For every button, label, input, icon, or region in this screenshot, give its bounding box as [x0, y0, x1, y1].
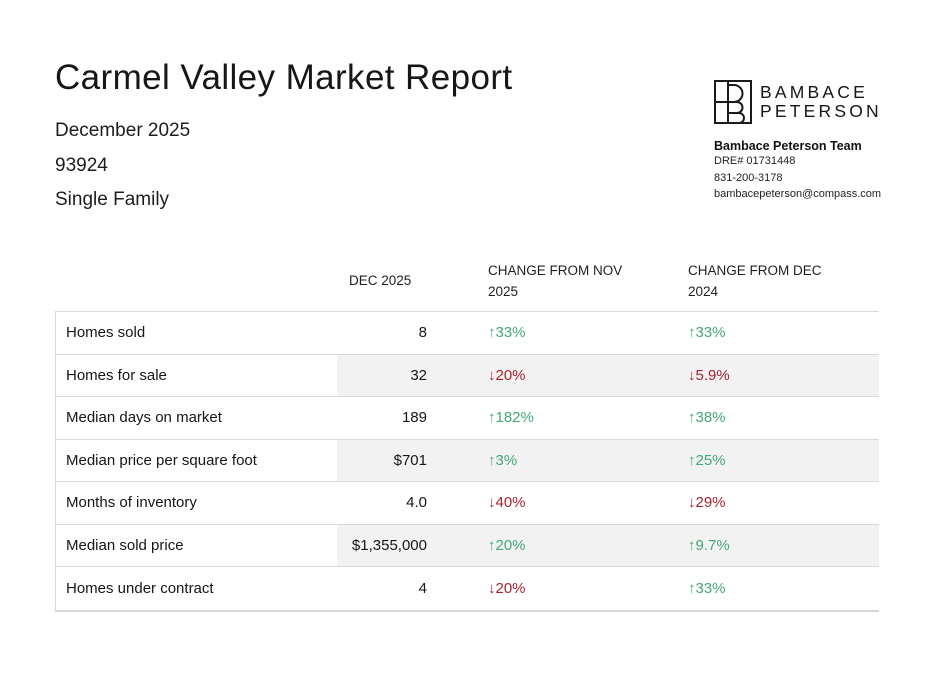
change-value: ↑9.7%	[688, 536, 730, 554]
change-from-nov-cell: ↓20%	[457, 567, 657, 610]
change-from-dec-cell: ↓29%	[657, 482, 879, 524]
change-from-dec-cell: ↑9.7%	[657, 524, 879, 566]
change-from-nov-cell: ↑182%	[457, 397, 657, 439]
row-value: 4.0	[406, 494, 427, 512]
table-row: Median sold price $1,355,000 ↑20% ↑9.7%	[56, 524, 879, 567]
header-change-from-nov-text: CHANGE FROM NOV 2025	[488, 262, 623, 299]
change-value: ↓40%	[488, 494, 526, 512]
change-value: ↓5.9%	[688, 366, 730, 384]
team-name: Bambace Peterson Team	[714, 139, 862, 153]
change-value: ↑33%	[688, 579, 726, 597]
brand-logo: BAMBACE PETERSON	[714, 80, 894, 124]
title-block: Carmel Valley Market Report December 202…	[55, 56, 513, 218]
change-value: ↓20%	[488, 366, 526, 384]
change-value: ↓20%	[488, 579, 526, 597]
change-from-nov-cell: ↑3%	[457, 439, 657, 481]
table-header-row: DEC 2025 CHANGE FROM NOV 2025 CHANGE FRO…	[55, 250, 879, 311]
row-value: $701	[337, 439, 457, 481]
change-from-nov-cell: ↓40%	[457, 482, 657, 524]
report-subtitles: December 2025 93924 Single Family	[55, 114, 513, 218]
change-value: ↑20%	[488, 536, 526, 554]
change-value: ↑33%	[688, 324, 726, 342]
change-value: ↑182%	[488, 409, 534, 427]
change-from-dec-cell: ↑33%	[657, 567, 879, 610]
header-current-month: DEC 2025	[349, 273, 412, 288]
table-body: Homes sold 8 ↑33% ↑33% Homes for sale 32…	[55, 311, 879, 612]
report-zip-code: 93924	[55, 154, 108, 176]
change-from-dec-cell: ↑25%	[657, 439, 879, 481]
row-label: Homes sold	[66, 324, 146, 342]
table-row: Months of inventory 4.0 ↓40% ↓29%	[56, 482, 879, 525]
brand-wordmark: BAMBACE PETERSON	[760, 81, 882, 122]
table-row: Median days on market 189 ↑182% ↑38%	[56, 397, 879, 440]
row-label: Months of inventory	[66, 494, 197, 512]
row-label: Homes for sale	[66, 366, 167, 384]
market-stats-table: DEC 2025 CHANGE FROM NOV 2025 CHANGE FRO…	[55, 250, 879, 612]
row-value: 189	[401, 409, 427, 427]
table-row: Homes sold 8 ↑33% ↑33%	[56, 312, 879, 355]
row-value: 4	[418, 579, 427, 597]
report-property-type: Single Family	[55, 189, 170, 210]
row-label: Median sold price	[66, 536, 184, 554]
header-change-from-dec-text: CHANGE FROM DEC 2024	[688, 262, 822, 299]
phone-number: 831-200-3178	[714, 171, 783, 184]
change-value: ↓29%	[688, 494, 726, 512]
change-from-dec-cell: ↑38%	[657, 397, 879, 439]
page-title: Carmel Valley Market Report	[55, 58, 513, 97]
header-change-from-nov: CHANGE FROM NOV 2025	[457, 260, 657, 302]
change-from-nov-cell: ↑20%	[457, 524, 657, 566]
row-value: 8	[418, 324, 427, 342]
change-from-nov-cell: ↑33%	[457, 312, 657, 354]
change-from-dec-cell: ↓5.9%	[657, 354, 879, 396]
change-value: ↑25%	[688, 451, 726, 469]
change-value: ↑33%	[488, 324, 526, 342]
table-row: Homes under contract 4 ↓20% ↑33%	[56, 567, 879, 610]
table-row: Homes for sale 32 ↓20% ↓5.9%	[56, 354, 879, 397]
dre-number: DRE# 01731448	[714, 155, 796, 167]
row-value: 32	[337, 354, 457, 396]
change-from-dec-cell: ↑33%	[657, 312, 879, 354]
email-address: bambacepeterson@compass.com	[714, 188, 882, 200]
header-change-from-dec: CHANGE FROM DEC 2024	[657, 260, 879, 302]
change-value: ↑38%	[688, 409, 726, 427]
row-label: Median price per square foot	[66, 451, 257, 469]
change-from-nov-cell: ↓20%	[457, 354, 657, 396]
report-period: December 2025	[55, 120, 191, 141]
wordmark-line-1: BAMBACE	[760, 81, 868, 102]
change-value: ↑3%	[488, 451, 518, 469]
row-label: Median days on market	[66, 409, 222, 427]
wordmark-line-2: PETERSON	[760, 101, 882, 121]
table-row: Median price per square foot $701 ↑3% ↑2…	[56, 439, 879, 482]
row-label: Homes under contract	[66, 579, 214, 597]
bp-monogram-icon	[714, 80, 752, 124]
brand-block: BAMBACE PETERSON Bambace Peterson Team D…	[714, 80, 894, 203]
row-value: $1,355,000	[337, 524, 457, 566]
